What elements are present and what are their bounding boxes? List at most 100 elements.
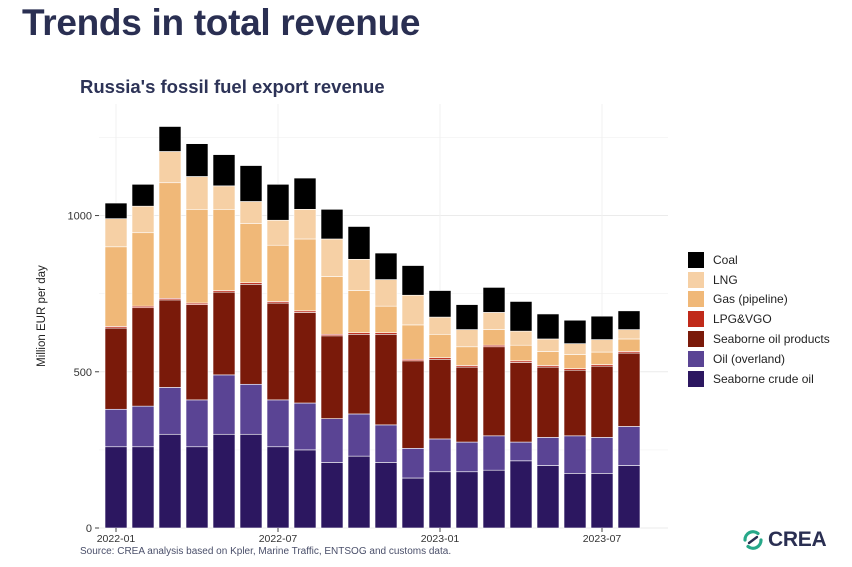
- bar-seaborne-crude-oil-2022-07: [266, 446, 290, 529]
- bar-lng-2023-06: [563, 343, 587, 355]
- bar-lng-2023-04: [509, 330, 533, 346]
- bar-seaborne-crude-oil-2023-05: [536, 465, 560, 529]
- crea-logo-text: CREA: [768, 528, 827, 551]
- bar-gas-pipeline--2023-07: [590, 351, 614, 365]
- bar-coal-2022-12: [401, 265, 425, 296]
- bar-oil-overland--2022-01: [104, 408, 128, 448]
- legend-item: Gas (pipeline): [688, 290, 830, 310]
- bar-oil-overland--2022-10: [347, 413, 371, 457]
- bar-oil-overland--2022-08: [293, 402, 317, 451]
- bar-coal-2022-07: [266, 184, 290, 221]
- bar-seaborne-crude-oil-2022-10: [347, 455, 371, 529]
- x-tick-label: 2023-07: [583, 533, 622, 545]
- y-tick-label: 1000: [68, 211, 92, 223]
- crea-logo: CREA: [742, 528, 827, 552]
- bar-oil-overland--2022-06: [239, 383, 263, 435]
- bar-seaborne-oil-products-2023-01: [428, 358, 452, 440]
- bar-lng-2023-07: [590, 339, 614, 353]
- bar-seaborne-crude-oil-2022-11: [374, 462, 398, 529]
- legend-label: Gas (pipeline): [713, 292, 788, 307]
- bar-seaborne-oil-products-2022-09: [320, 335, 344, 419]
- bar-gas-pipeline--2022-12: [401, 324, 425, 360]
- bar-gas-pipeline--2022-07: [266, 244, 290, 302]
- bar-seaborne-oil-products-2023-07: [590, 365, 614, 438]
- bar-coal-2023-04: [509, 301, 533, 332]
- bar-seaborne-oil-products-2022-12: [401, 360, 425, 449]
- bar-oil-overland--2022-03: [158, 387, 182, 435]
- bar-gas-pipeline--2022-09: [320, 276, 344, 335]
- bar-coal-2022-11: [374, 252, 398, 280]
- bar-oil-overland--2023-03: [482, 435, 506, 471]
- bar-coal-2022-01: [104, 202, 128, 219]
- bar-lng-2023-02: [455, 329, 479, 348]
- legend-label: Coal: [713, 252, 738, 267]
- bar-lng-2022-07: [266, 219, 290, 246]
- bar-lng-2022-02: [131, 205, 155, 234]
- bar-seaborne-oil-products-2023-08: [617, 352, 641, 427]
- y-tick-label: 500: [74, 367, 92, 379]
- bar-oil-overland--2022-04: [185, 399, 209, 448]
- legend-swatch: [688, 291, 704, 308]
- bar-lng-2022-05: [212, 185, 236, 210]
- legend-label: Oil (overland): [713, 351, 786, 366]
- bar-seaborne-oil-products-2022-11: [374, 333, 398, 426]
- bar-seaborne-oil-products-2022-05: [212, 291, 236, 376]
- bar-oil-overland--2023-04: [509, 441, 533, 462]
- bar-gas-pipeline--2022-01: [104, 246, 128, 327]
- bar-seaborne-crude-oil-2022-02: [131, 446, 155, 529]
- x-tick-label: 2023-01: [421, 533, 460, 545]
- bar-seaborne-crude-oil-2023-06: [563, 473, 587, 529]
- bar-coal-2022-02: [131, 184, 155, 207]
- bar-coal-2023-06: [563, 319, 587, 344]
- x-tick-label: 2022-01: [97, 533, 136, 545]
- bar-lng-2022-09: [320, 238, 344, 277]
- bar-gas-pipeline--2022-11: [374, 305, 398, 334]
- bar-seaborne-crude-oil-2022-04: [185, 446, 209, 529]
- bar-seaborne-crude-oil-2022-03: [158, 433, 182, 529]
- bar-coal-2022-09: [320, 208, 344, 240]
- bar-seaborne-crude-oil-2022-05: [212, 433, 236, 529]
- bar-oil-overland--2023-06: [563, 435, 587, 474]
- bar-coal-2023-03: [482, 287, 506, 313]
- bar-coal-2022-04: [185, 143, 209, 177]
- bar-coal-2023-01: [428, 290, 452, 318]
- bar-coal-2022-03: [158, 126, 182, 152]
- bar-seaborne-crude-oil-2023-08: [617, 465, 641, 529]
- chart-title: Russia's fossil fuel export revenue: [80, 76, 385, 97]
- bar-seaborne-crude-oil-2023-01: [428, 471, 452, 529]
- bar-lng-2022-04: [185, 176, 209, 210]
- bar-oil-overland--2022-05: [212, 374, 236, 435]
- bar-lng-2023-01: [428, 316, 452, 335]
- y-axis-title: Million EUR per day: [36, 265, 48, 367]
- legend-swatch: [688, 331, 704, 348]
- legend-item: Seaborne oil products: [688, 329, 830, 349]
- bar-oil-overland--2023-02: [455, 441, 479, 473]
- bar-gas-pipeline--2022-10: [347, 290, 371, 334]
- bar-coal-2022-06: [239, 165, 263, 202]
- bar-gas-pipeline--2022-08: [293, 238, 317, 312]
- bar-gas-pipeline--2023-08: [617, 338, 641, 352]
- legend-swatch: [688, 251, 704, 268]
- legend-label: LNG: [713, 272, 738, 287]
- bar-seaborne-crude-oil-2023-07: [590, 473, 614, 529]
- bar-gas-pipeline--2023-04: [509, 344, 533, 362]
- legend-item: Seaborne crude oil: [688, 369, 830, 389]
- bar-lng-2023-08: [617, 329, 641, 340]
- legend-swatch: [688, 370, 704, 387]
- bar-gas-pipeline--2022-03: [158, 182, 182, 299]
- legend-item: LPG&VGO: [688, 309, 830, 329]
- legend-item: LNG: [688, 270, 830, 290]
- bar-lng-2022-08: [293, 208, 317, 240]
- bar-coal-2023-02: [455, 304, 479, 330]
- bar-gas-pipeline--2022-05: [212, 208, 236, 291]
- bar-seaborne-oil-products-2022-04: [185, 304, 209, 401]
- bar-oil-overland--2022-11: [374, 424, 398, 463]
- bar-seaborne-oil-products-2022-07: [266, 302, 290, 401]
- bar-seaborne-oil-products-2023-06: [563, 369, 587, 437]
- bar-seaborne-crude-oil-2022-09: [320, 462, 344, 529]
- bar-seaborne-oil-products-2022-03: [158, 299, 182, 388]
- bar-gas-pipeline--2022-04: [185, 208, 209, 304]
- bar-gas-pipeline--2023-03: [482, 329, 506, 346]
- bar-lng-2023-05: [536, 338, 560, 352]
